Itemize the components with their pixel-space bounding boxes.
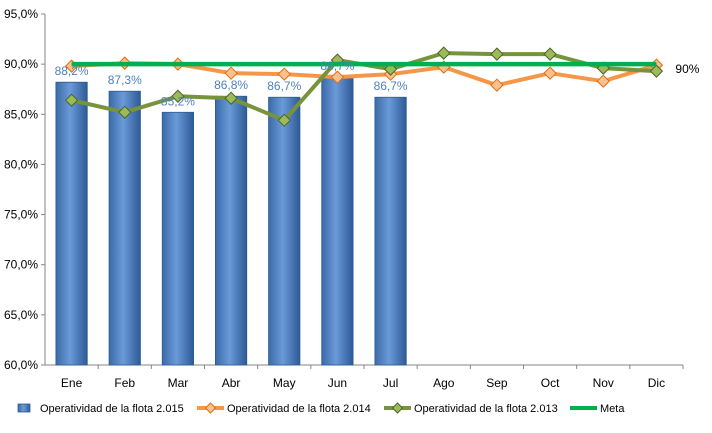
legend-swatch-bar bbox=[17, 403, 31, 413]
bar bbox=[268, 96, 301, 366]
x-tick-label: Ago bbox=[433, 376, 455, 390]
x-tick-label: Jun bbox=[328, 376, 347, 390]
line-point bbox=[596, 74, 610, 88]
bar bbox=[214, 95, 248, 366]
bar bbox=[108, 90, 141, 366]
line-point bbox=[490, 47, 504, 61]
line-point bbox=[490, 78, 504, 92]
x-tick-label: Mar bbox=[168, 376, 189, 390]
bar bbox=[161, 111, 195, 366]
legend-swatch-marker bbox=[204, 402, 217, 414]
legend-label: Meta bbox=[600, 403, 625, 415]
line-point bbox=[437, 46, 451, 60]
y-tick-label: 65,0% bbox=[4, 308, 38, 322]
y-tick-label: 70,0% bbox=[4, 258, 38, 272]
line-point bbox=[277, 113, 291, 128]
line-point bbox=[171, 89, 185, 103]
line-point bbox=[649, 64, 664, 78]
line-point bbox=[330, 70, 345, 84]
bar-data-label: 88,7% bbox=[320, 59, 354, 73]
line-point bbox=[224, 66, 238, 80]
bar bbox=[321, 76, 354, 366]
y-tick-label: 80,0% bbox=[4, 157, 38, 171]
line-point bbox=[543, 47, 557, 61]
x-tick-label: Feb bbox=[114, 376, 135, 390]
y-tick-label: 90,0% bbox=[4, 57, 38, 71]
line-point bbox=[118, 105, 132, 119]
line-series: 90% bbox=[64, 46, 700, 128]
y-tick-label: 95,0% bbox=[4, 7, 38, 21]
x-tick-label: Jul bbox=[383, 376, 398, 390]
legend-swatch-marker bbox=[391, 402, 404, 414]
legend: Operatividad de la flota 2.015 Operativid… bbox=[17, 402, 625, 415]
data-labels: 88,2% 87,3% 85,2% 86,8% 86,7% 88,7% 86,7% bbox=[55, 59, 408, 108]
x-tick-label: Nov bbox=[593, 376, 614, 390]
bar-data-label: 86,8% bbox=[214, 78, 248, 92]
bar-series bbox=[55, 76, 407, 366]
legend-label: Operatividad de la flota 2.015 bbox=[40, 403, 184, 415]
line-point bbox=[224, 91, 238, 105]
y-tick-label: 75,0% bbox=[4, 208, 38, 222]
x-tick-label: Oct bbox=[541, 376, 560, 390]
meta-end-label: 90% bbox=[675, 62, 699, 76]
bar-data-label: 86,7% bbox=[374, 79, 408, 93]
axes: 60,0% 65,0% 70,0% 75,0% 80,0% 85,0% 90,0% 95,0%… bbox=[4, 7, 684, 390]
x-tick-label: Abr bbox=[222, 376, 241, 390]
line-point bbox=[277, 67, 291, 81]
legend-label: Operatividad de la flota 2.014 bbox=[227, 403, 371, 415]
bar-data-label: 85,2% bbox=[161, 94, 195, 108]
line-point bbox=[543, 66, 557, 80]
bar-data-label: 87,3% bbox=[108, 73, 142, 87]
x-tick-label: Ene bbox=[61, 376, 83, 390]
line-point bbox=[64, 93, 79, 107]
y-tick-label: 60,0% bbox=[4, 358, 38, 372]
x-tick-label: May bbox=[273, 376, 296, 390]
x-tick-label: Sep bbox=[486, 376, 508, 390]
y-tick-label: 85,0% bbox=[4, 107, 38, 121]
bar bbox=[55, 81, 88, 366]
bar-data-label: 86,7% bbox=[267, 79, 301, 93]
x-tick-label: Dic bbox=[648, 376, 665, 390]
bar-data-label: 88,2% bbox=[55, 64, 89, 78]
legend-label: Operatividad de la flota 2.013 bbox=[414, 403, 558, 415]
bar bbox=[374, 96, 407, 366]
